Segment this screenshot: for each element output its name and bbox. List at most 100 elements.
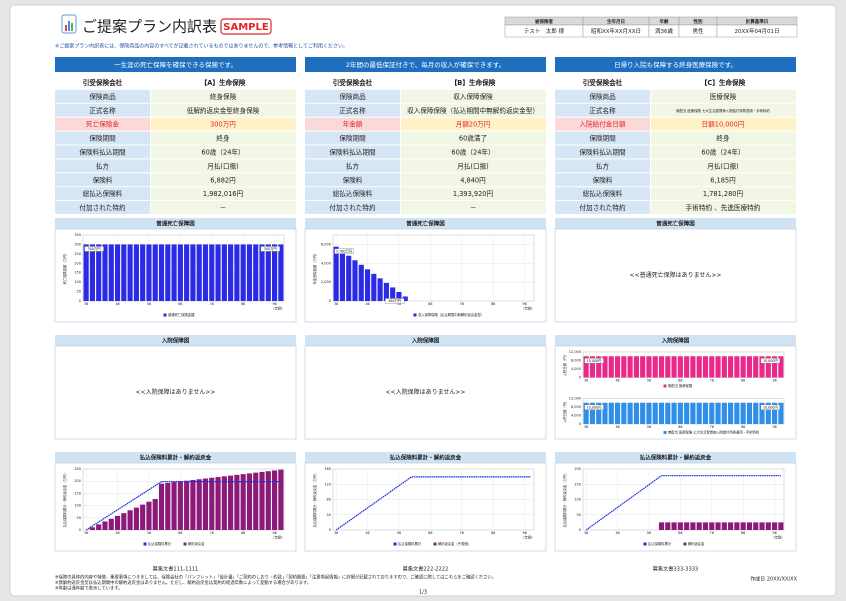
- y-tick-label: 100: [74, 280, 81, 284]
- bar: [772, 522, 778, 530]
- value-cell: [401, 89, 546, 103]
- y-tick-label: 4,000: [571, 367, 581, 371]
- y-tick-label: 150: [74, 491, 81, 495]
- x-tick-label: 56: [397, 302, 401, 306]
- x-tick-label: 36: [84, 531, 88, 535]
- value-cell: [151, 159, 296, 173]
- value-cell: [151, 145, 296, 159]
- x-tick-label: 56: [147, 302, 151, 306]
- legend-label: 解約返戻金: [188, 541, 205, 546]
- value-cell: [651, 103, 796, 117]
- row-value: 1,982,016円: [203, 190, 244, 198]
- annotation-box: [84, 246, 104, 252]
- row-value: 6,185円: [710, 176, 736, 184]
- x-tick-label: 86: [241, 302, 245, 306]
- y-axis-label: 年金受取総額（万円）: [312, 252, 317, 285]
- bar: [633, 402, 639, 424]
- bar: [358, 264, 364, 301]
- row-label: 付加された特約: [329, 203, 376, 212]
- label-cell: [55, 187, 150, 201]
- banner-text: 2年間の最低保証付きで、毎月の収入が確保できます。: [346, 60, 505, 69]
- y-tick-label: 2,000: [321, 280, 331, 284]
- bar: [140, 504, 146, 530]
- y-tick-label: 350: [74, 233, 81, 237]
- y-tick-label: 4,000: [571, 414, 581, 418]
- bar: [146, 244, 152, 301]
- bar: [759, 356, 765, 378]
- row-label: 保険料払込期間: [329, 147, 376, 156]
- bar: [196, 479, 202, 530]
- bar: [715, 356, 721, 378]
- bar: [702, 522, 709, 530]
- bar: [364, 269, 371, 301]
- y-axis-label: 入院日額（円）: [562, 353, 567, 376]
- bar: [690, 402, 696, 424]
- badge-box: [220, 18, 272, 35]
- bar: [158, 483, 165, 530]
- bar: [621, 356, 627, 378]
- panel-title-bar: [555, 218, 796, 229]
- bar: [709, 522, 715, 530]
- annotation-box: [260, 246, 281, 252]
- x-tick-label: 46: [115, 302, 119, 306]
- bar: [158, 244, 165, 301]
- label-cell: [305, 145, 400, 159]
- bar: [746, 402, 753, 424]
- x-tick-label: 76: [460, 302, 464, 306]
- bar: [228, 244, 234, 301]
- y-tick-label: 0: [329, 528, 331, 532]
- bar: [690, 356, 696, 378]
- row-label: 正式名称: [339, 106, 366, 115]
- bar: [765, 356, 771, 378]
- banner-text: 日帰り入院も保障する終身医療保険です。: [614, 60, 737, 69]
- row-value: 1,781,280円: [703, 190, 744, 198]
- x-tick-label: 96: [272, 531, 276, 535]
- annotation-box: [760, 404, 781, 410]
- legend-swatch: [413, 313, 417, 317]
- label-cell: [305, 103, 400, 117]
- y-tick-label: 0: [579, 376, 581, 380]
- row-value: 終身保険: [210, 92, 237, 101]
- row-value: 無配当 医療保険 七大生活習慣病入院給付特則適用・手術特約: [676, 108, 770, 113]
- bar: [702, 356, 709, 378]
- bar: [728, 522, 734, 530]
- y-tick-label: 200: [74, 479, 81, 483]
- bar: [346, 255, 352, 301]
- bar: [127, 244, 133, 301]
- bar: [121, 513, 127, 530]
- x-tick-label: 86: [741, 425, 745, 429]
- x-tick-label: 76: [210, 531, 214, 535]
- legend-swatch: [183, 542, 187, 546]
- x-axis-label: (年齢): [773, 535, 782, 540]
- bar: [652, 356, 658, 378]
- bar: [221, 244, 227, 301]
- line: [85, 481, 281, 531]
- row-value: 300万円: [210, 121, 236, 129]
- y-tick-label: 4,000: [321, 261, 331, 265]
- row-label: 払方: [96, 161, 110, 170]
- value-cell: [401, 159, 546, 173]
- bar: [696, 522, 702, 530]
- value-cell: [151, 117, 296, 131]
- panel-title-bar: [55, 452, 296, 463]
- bar: [402, 296, 408, 301]
- bar: [383, 282, 389, 301]
- bar: [221, 476, 227, 530]
- panel-title-bar: [55, 335, 296, 346]
- label-cell: [305, 159, 400, 173]
- bar: [640, 356, 646, 378]
- bar: [177, 481, 183, 530]
- bar: [671, 356, 677, 378]
- x-tick-label: 46: [615, 425, 619, 429]
- y-tick-label: 8,000: [571, 405, 581, 409]
- row-value: －: [220, 204, 227, 212]
- annotation: 10,000円: [587, 359, 603, 363]
- bar: [734, 522, 740, 530]
- row-label: 保険料: [343, 175, 363, 184]
- bar: [627, 356, 633, 378]
- bar: [753, 402, 759, 424]
- bar: [89, 527, 95, 530]
- row-label: 入院給付金日額: [579, 120, 626, 129]
- row-value: 60歳（24年）: [701, 147, 744, 156]
- bar: [658, 522, 665, 530]
